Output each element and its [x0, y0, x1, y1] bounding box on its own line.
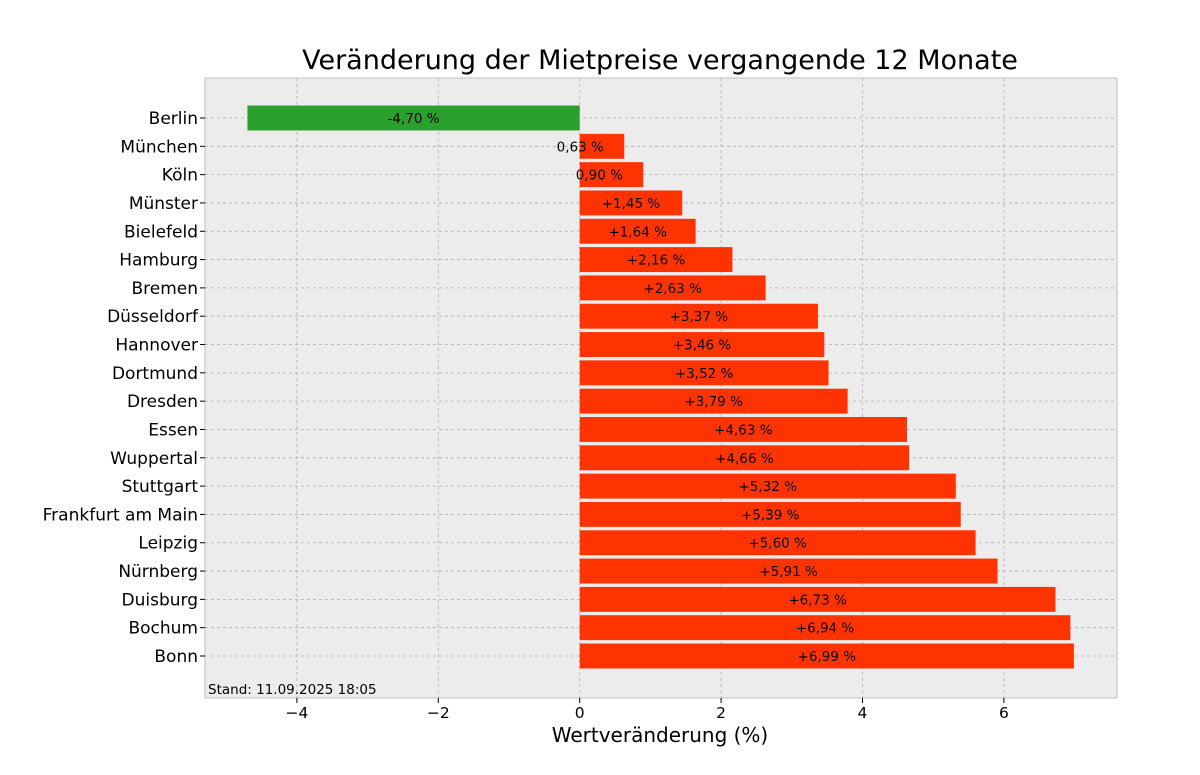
category-label: Stuttgart: [122, 477, 199, 497]
bar-value-label: +5,32 %: [739, 479, 798, 495]
bar: [579, 247, 733, 273]
bar-value-label: 0,63 %: [557, 139, 604, 155]
category-label: Düsseldorf: [107, 307, 199, 327]
bar-value-label: +6,99 %: [798, 649, 857, 665]
timestamp-footnote: Stand: 11.09.2025 18:05: [208, 682, 377, 698]
x-axis-label: Wertveränderung (%): [552, 723, 769, 747]
bar-value-label: +3,52 %: [675, 366, 734, 382]
bar: [579, 445, 910, 471]
category-label: Bonn: [154, 647, 198, 667]
x-tick-label: 6: [999, 704, 1009, 722]
category-label: München: [120, 137, 198, 157]
category-label: Hannover: [115, 336, 198, 356]
bar-value-label: -4,70 %: [388, 111, 440, 127]
category-label: Köln: [162, 166, 198, 186]
bar: [247, 105, 580, 131]
category-label: Leipzig: [138, 534, 198, 554]
bar-value-label: +3,46 %: [673, 338, 732, 354]
x-tick-label: −2: [427, 704, 450, 722]
bar: [579, 275, 766, 301]
bar-value-label: +5,91 %: [759, 564, 818, 580]
bar-value-label: +5,60 %: [748, 536, 807, 552]
x-tick-label: −4: [285, 704, 308, 722]
bar: [579, 473, 956, 499]
category-label: Berlin: [149, 109, 198, 129]
bar: [579, 388, 848, 414]
x-tick-label: 4: [858, 704, 868, 722]
bar-value-label: +4,66 %: [715, 451, 774, 467]
bar: [579, 360, 829, 386]
x-axis-ticks: −4 −2 0 2 4 6: [200, 117, 1009, 722]
bar: [579, 133, 625, 159]
bar-value-label: +3,37 %: [670, 309, 729, 325]
category-label: Hamburg: [119, 251, 198, 271]
bar: [579, 303, 818, 329]
y-axis-category-labels: Berlin München Köln Münster Bielefeld Hamburg…: [43, 109, 199, 667]
bar: [579, 417, 908, 442]
chart-title: Veränderung der Mietpreise vergangende 1…: [302, 45, 1018, 76]
category-label: Dresden: [127, 392, 198, 412]
category-label: Frankfurt am Main: [43, 505, 198, 525]
bar-value-label: +4,63 %: [714, 422, 773, 438]
category-label: Bremen: [131, 279, 198, 299]
category-label: Essen: [148, 420, 198, 440]
bar: [579, 586, 1056, 612]
bar-value-labels: -4,70 % 0,63 % 0,90 % +1,45 % +1,64 % +2,16 %…: [388, 111, 857, 665]
bars: [247, 105, 1074, 669]
category-label: Dortmund: [112, 364, 198, 384]
category-label: Bochum: [128, 619, 198, 639]
bar-value-label: +2,63 %: [643, 281, 702, 297]
x-tick-label: 2: [716, 704, 726, 722]
x-tick-label: 0: [575, 704, 585, 722]
category-label: Duisburg: [122, 590, 199, 610]
bar-value-label: +1,45 %: [602, 196, 661, 212]
bar-value-label: +1,64 %: [608, 224, 667, 240]
category-label: Bielefeld: [124, 222, 198, 242]
bar-value-label: +6,94 %: [796, 621, 855, 637]
bar: [579, 501, 961, 527]
bar-value-label: +5,39 %: [741, 507, 800, 523]
bar: [579, 530, 976, 556]
category-label: Wuppertal: [110, 449, 198, 469]
bar: [579, 615, 1071, 641]
bar: [579, 332, 825, 357]
bar: [579, 558, 998, 584]
bar-value-label: +6,73 %: [788, 592, 847, 608]
bar: [579, 190, 683, 216]
bar-value-label: 0,90 %: [576, 168, 623, 184]
category-label: Nürnberg: [118, 562, 198, 582]
bar: [579, 162, 644, 188]
category-label: Münster: [129, 194, 198, 214]
bar: [579, 218, 696, 244]
bar: [579, 643, 1074, 669]
bar-value-label: +3,79 %: [684, 394, 743, 410]
bar-value-label: +2,16 %: [627, 253, 686, 269]
